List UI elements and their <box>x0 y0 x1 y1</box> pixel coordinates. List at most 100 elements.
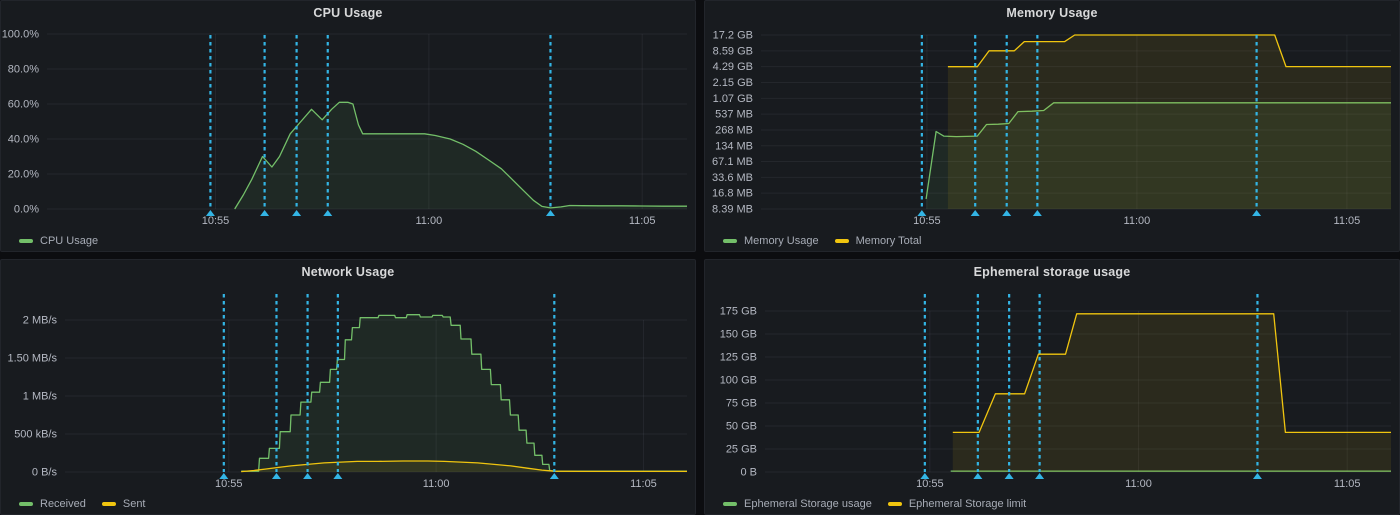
legend-item-ephemeral-storage-limit[interactable]: Ephemeral Storage limit <box>887 498 1027 510</box>
y-axis-label: 8.39 MB <box>712 204 753 216</box>
legend-cpu: CPU Usage <box>1 231 695 251</box>
annotation-marker-icon[interactable] <box>920 473 930 479</box>
y-axis-label: 1.50 MB/s <box>7 353 57 365</box>
y-axis-label: 80.0% <box>8 64 39 76</box>
legend-item-ephemeral-storage-usage[interactable]: Ephemeral Storage usage <box>723 498 872 510</box>
annotation-marker-icon[interactable] <box>1252 473 1262 479</box>
panel-title-ephemeral[interactable]: Ephemeral storage usage <box>973 265 1131 279</box>
series-fill <box>926 102 1391 209</box>
legend-item-memory-usage[interactable]: Memory Usage <box>723 235 819 247</box>
legend-swatch-icon <box>101 502 116 506</box>
annotation-marker-icon[interactable] <box>1032 210 1042 216</box>
legend-ephemeral: Ephemeral Storage usage Ephemeral Storage… <box>705 494 1399 514</box>
y-axis-label: 17.2 GB <box>713 30 753 42</box>
series-fill <box>241 314 687 472</box>
y-axis-label: 268 MB <box>715 124 753 136</box>
annotation-marker-icon[interactable] <box>1002 210 1012 216</box>
y-axis-label: 537 MB <box>715 109 753 121</box>
series-line <box>947 34 1391 68</box>
legend-label: Memory Total <box>855 235 922 247</box>
annotation-marker-icon[interactable] <box>973 473 983 479</box>
legend-swatch-icon <box>19 502 33 506</box>
cpu-chart-svg: 100.0% 80.0% 60.0% 40.0% 20.0% 0.0% 10:55 11:00… <box>2 29 687 227</box>
network-chart-svg: 2 MB/s 1.50 MB/s 1 MB/s 500 kB/s 0 B/s 10:55 1… <box>7 294 687 490</box>
annotation-marker-icon[interactable] <box>260 210 270 216</box>
annotation-marker-icon[interactable] <box>323 210 333 216</box>
y-axis-label: 0 B <box>740 467 757 479</box>
series-line <box>241 460 687 473</box>
y-axis-label: 40.0% <box>8 134 39 146</box>
series-fill <box>952 313 1391 472</box>
x-axis-label: 11:05 <box>1334 215 1361 227</box>
series-line <box>952 313 1391 434</box>
y-axis-label: 8.59 GB <box>713 45 753 57</box>
y-axis-label: 150 GB <box>720 329 757 341</box>
annotation-marker-icon[interactable] <box>1004 473 1014 479</box>
cpu-chart-area[interactable]: 100.0% 80.0% 60.0% 40.0% 20.0% 0.0% 10:55 11:00… <box>1 25 695 231</box>
memory-chart-svg: 17.2 GB 8.59 GB 4.29 GB 2.15 GB 1.07 GB 537 M… <box>712 30 1391 227</box>
y-axis-label: 125 GB <box>720 352 757 364</box>
series-line <box>234 101 687 210</box>
series-fill <box>241 461 687 472</box>
annotation-marker-icon[interactable] <box>1035 473 1045 479</box>
y-axis-label: 16.8 MB <box>712 188 753 200</box>
y-axis-label: 500 kB/s <box>14 429 57 441</box>
y-axis-label: 4.29 GB <box>713 61 753 73</box>
legend-label: Ephemeral Storage limit <box>908 498 1027 510</box>
y-axis-label: 0.0% <box>14 204 39 216</box>
panel-header: Ephemeral storage usage <box>705 260 1399 284</box>
legend-swatch-icon <box>723 502 737 506</box>
x-axis-label: 11:05 <box>1334 478 1361 490</box>
panel-header: CPU Usage <box>1 1 695 25</box>
annotation-marker-icon[interactable] <box>917 210 927 216</box>
legend-label: Received <box>40 498 86 510</box>
legend-item-sent[interactable]: Sent <box>101 498 146 510</box>
y-axis-label: 100.0% <box>2 29 40 41</box>
x-axis-label: 11:05 <box>629 215 656 227</box>
y-axis-label: 20.0% <box>8 169 39 181</box>
series-line <box>241 314 687 472</box>
legend-item-memory-total[interactable]: Memory Total <box>834 235 922 247</box>
panel-header: Network Usage <box>1 260 695 284</box>
x-axis-label: 10:55 <box>202 215 230 227</box>
annotation-marker-icon[interactable] <box>292 210 302 216</box>
legend-memory: Memory Usage Memory Total <box>705 231 1399 251</box>
x-axis-label: 11:05 <box>630 478 657 490</box>
annotation-marker-icon[interactable] <box>333 473 343 479</box>
panel-memory-usage: Memory Usage 17.2 GB 8.59 GB 4.29 GB 2.15 G… <box>704 0 1400 252</box>
x-axis-label: 10:55 <box>215 478 243 490</box>
y-axis-label: 0 B/s <box>32 467 58 479</box>
y-axis-label: 134 MB <box>715 140 753 152</box>
y-axis-label: 2.15 GB <box>713 77 753 89</box>
annotation-marker-icon[interactable] <box>545 210 555 216</box>
legend-item-cpu-usage[interactable]: CPU Usage <box>19 235 98 247</box>
network-chart-area[interactable]: 2 MB/s 1.50 MB/s 1 MB/s 500 kB/s 0 B/s 10:55 1… <box>1 284 695 494</box>
panel-cpu-usage: CPU Usage 100.0% 80.0% 60.0% 40.0% 20.0% 0.0%… <box>0 0 696 252</box>
annotation-marker-icon[interactable] <box>219 473 229 479</box>
series-fill <box>947 35 1391 209</box>
y-axis-label: 25 GB <box>726 444 757 456</box>
legend-swatch-icon <box>834 239 849 243</box>
annotation-marker-icon[interactable] <box>303 473 313 479</box>
memory-chart-area[interactable]: 17.2 GB 8.59 GB 4.29 GB 2.15 GB 1.07 GB 537 M… <box>705 25 1399 231</box>
annotation-marker-icon[interactable] <box>970 210 980 216</box>
annotation-marker-icon[interactable] <box>549 473 559 479</box>
x-axis-label: 11:00 <box>423 478 450 490</box>
legend-label: Sent <box>122 498 146 510</box>
panel-ephemeral-storage-usage: Ephemeral storage usage 175 GB 150 GB 125 … <box>704 259 1400 515</box>
ephemeral-chart-svg: 175 GB 150 GB 125 GB 100 GB 75 GB 50 GB 25 GB 0… <box>720 294 1391 490</box>
annotation-marker-icon[interactable] <box>1252 210 1262 216</box>
panel-title-network[interactable]: Network Usage <box>301 265 395 279</box>
x-axis-label: 10:55 <box>916 478 944 490</box>
annotation-marker-icon[interactable] <box>205 210 215 216</box>
legend-item-received[interactable]: Received <box>19 498 86 510</box>
y-axis-label: 33.6 MB <box>712 172 753 184</box>
ephemeral-chart-area[interactable]: 175 GB 150 GB 125 GB 100 GB 75 GB 50 GB 25 GB 0… <box>705 284 1399 494</box>
y-axis-label: 60.0% <box>8 99 39 111</box>
y-axis-label: 175 GB <box>720 306 757 318</box>
panel-title-memory[interactable]: Memory Usage <box>1006 6 1098 20</box>
panel-title-cpu[interactable]: CPU Usage <box>313 6 383 20</box>
x-axis-label: 10:55 <box>913 215 941 227</box>
annotation-marker-icon[interactable] <box>271 473 281 479</box>
